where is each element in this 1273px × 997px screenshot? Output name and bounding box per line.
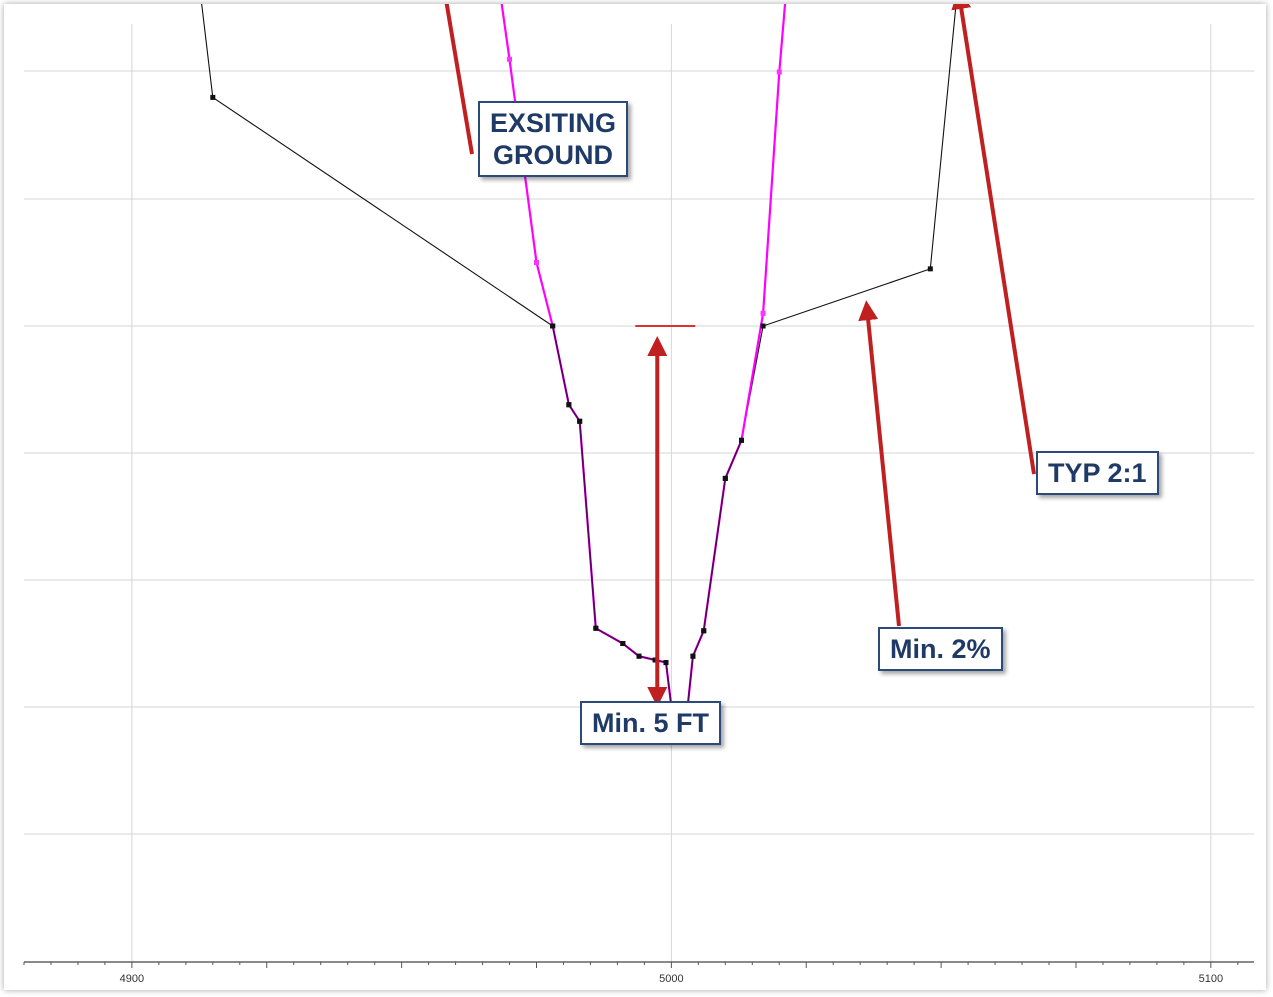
x-axis: 4900 5000 5100	[23, 961, 1254, 985]
data-point	[776, 69, 782, 75]
x-tick-label: 4900	[120, 973, 144, 985]
annotation-arrow	[951, 4, 1036, 475]
vertex-point	[566, 402, 572, 408]
vertex-point	[620, 641, 626, 646]
vertex-point	[701, 628, 707, 634]
annotation-arrow	[444, 4, 474, 155]
dimension-marker	[635, 325, 696, 707]
data-point	[534, 260, 539, 265]
series-group	[201, 4, 957, 710]
vertex-point	[690, 653, 696, 659]
x-tick-label: 5000	[659, 973, 683, 985]
callout-min-5-ft: Min. 5 FT	[580, 701, 721, 745]
vertex-point	[663, 660, 669, 666]
callout-existing-ground: EXSITING GROUND	[478, 101, 629, 177]
proposed-section-line	[201, 4, 957, 708]
x-tick-label: 5100	[1199, 973, 1223, 985]
vertex-point	[760, 323, 766, 329]
channel-overlap-line	[551, 325, 743, 708]
cross-section-chart: 4900 5000 5100	[23, 4, 1254, 985]
vertex-point	[722, 475, 728, 481]
vertex-point	[927, 266, 933, 272]
annotation-arrows	[444, 4, 1036, 627]
callout-typ-2-1: TYP 2:1	[1036, 451, 1159, 495]
vertex-point	[739, 437, 744, 443]
vertex-point	[593, 625, 599, 631]
vertex-point	[210, 94, 216, 100]
chart-frame: 4900 5000 5100 EXSITING GROUND TYP 2:1 Min…	[4, 4, 1266, 990]
data-point	[507, 56, 513, 62]
data-point	[760, 310, 766, 316]
existing-ground-line	[500, 4, 787, 709]
vertex-point	[550, 323, 556, 329]
annotation-arrow	[858, 300, 901, 627]
vertex-point	[636, 653, 642, 659]
callout-min-2-percent: Min. 2%	[878, 627, 1003, 671]
vertex-point	[577, 418, 583, 424]
